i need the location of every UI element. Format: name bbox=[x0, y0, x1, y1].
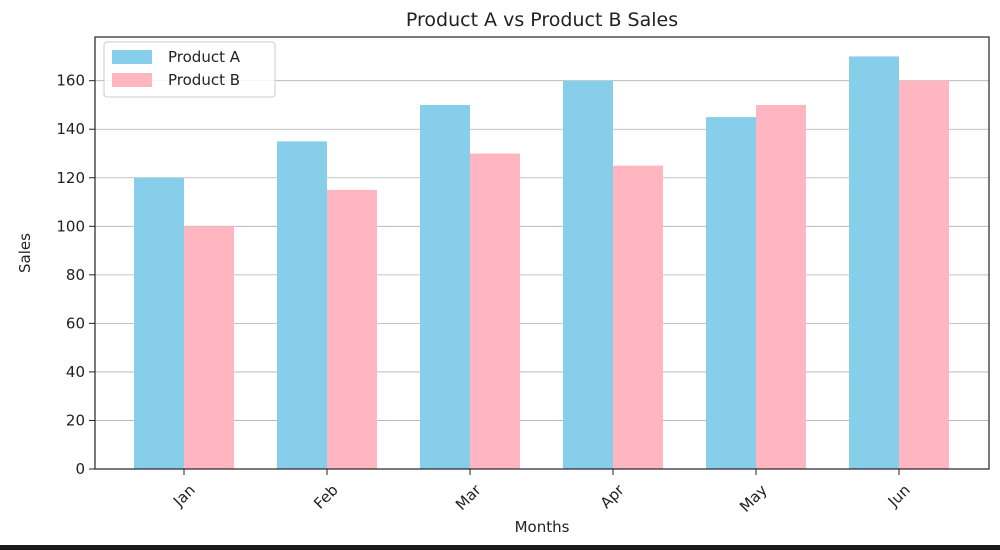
bar-product-a-apr bbox=[563, 80, 613, 469]
legend: Product A Product B bbox=[103, 41, 276, 98]
y-tick-label: 20 bbox=[66, 411, 85, 429]
bar-product-b-jan bbox=[184, 226, 234, 469]
legend-swatch-product-a bbox=[112, 50, 152, 64]
y-axis-ticks: 0 20 40 60 80 100 120 140 160 bbox=[56, 72, 95, 478]
y-tick-label: 100 bbox=[56, 217, 85, 235]
bar-product-a-jun bbox=[849, 56, 899, 469]
legend-label-product-b: Product B bbox=[168, 71, 240, 89]
bar-product-b-apr bbox=[613, 165, 663, 469]
x-tick-label: Feb bbox=[310, 481, 342, 513]
grid-lines bbox=[95, 80, 989, 470]
x-tick-label: Apr bbox=[597, 480, 629, 512]
bar-product-a-jan bbox=[134, 177, 184, 469]
bar-product-a-may bbox=[706, 117, 756, 469]
x-tick-label: May bbox=[736, 481, 771, 516]
bar-product-b-mar bbox=[470, 153, 520, 469]
y-tick-label: 0 bbox=[75, 460, 85, 478]
y-axis-label: Sales bbox=[16, 233, 34, 273]
y-tick-label: 40 bbox=[66, 363, 85, 381]
legend-label-product-a: Product A bbox=[168, 48, 241, 66]
bar-product-a-feb bbox=[277, 141, 327, 469]
x-axis-ticks: Jan Feb Mar Apr May Jun bbox=[169, 469, 914, 516]
y-tick-label: 160 bbox=[56, 72, 85, 90]
bar-product-b-jun bbox=[899, 80, 949, 469]
bottom-border bbox=[0, 545, 1000, 550]
bars bbox=[134, 56, 949, 470]
x-axis-label: Months bbox=[515, 518, 570, 536]
x-tick-label: Mar bbox=[452, 480, 485, 513]
bar-product-a-mar bbox=[420, 104, 470, 470]
y-tick-label: 140 bbox=[56, 120, 85, 138]
y-tick-label: 80 bbox=[66, 266, 85, 284]
bar-product-b-feb bbox=[327, 189, 377, 470]
plot-frame bbox=[94, 36, 990, 470]
chart-title: Product A vs Product B Sales bbox=[406, 9, 678, 31]
x-tick-label: Jan bbox=[169, 481, 199, 511]
legend-swatch-product-b bbox=[112, 73, 152, 87]
y-tick-label: 60 bbox=[66, 314, 85, 332]
bar-product-b-may bbox=[756, 104, 806, 470]
x-tick-label: Jun bbox=[884, 481, 914, 511]
y-tick-label: 120 bbox=[56, 169, 85, 187]
